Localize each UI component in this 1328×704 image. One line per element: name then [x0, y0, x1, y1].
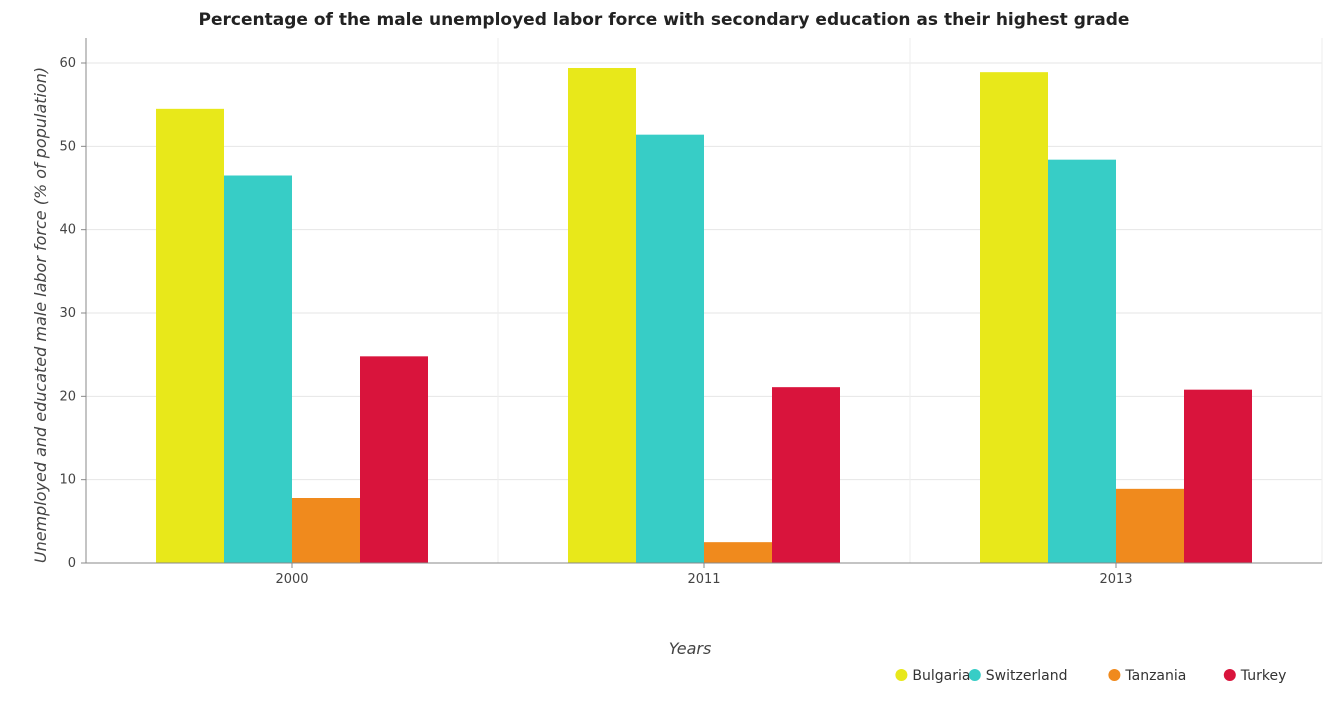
legend-swatch-switzerland — [968, 669, 981, 681]
y-tick-label: 30 — [59, 306, 76, 321]
bar-switzerland-2000 — [224, 175, 292, 563]
legend-swatch-tanzania — [1108, 669, 1121, 681]
legend-label-switzerland: Switzerland — [986, 668, 1068, 684]
y-tick-label: 0 — [68, 556, 76, 571]
bar-bulgaria-2000 — [156, 108, 224, 563]
legend-swatch-bulgaria — [895, 669, 908, 681]
y-tick-label: 40 — [59, 223, 76, 238]
bar-switzerland-2013 — [1048, 159, 1116, 563]
bar-bulgaria-2013 — [980, 72, 1048, 564]
x-tick-label: 2011 — [687, 572, 720, 587]
legend-swatch-turkey — [1223, 669, 1236, 681]
bar-turkey-2013 — [1184, 389, 1252, 563]
y-tick-label: 50 — [59, 139, 76, 154]
y-axis-title: Unemployed and educated male labor force… — [31, 67, 50, 563]
chart-title: Percentage of the male unemployed labor … — [199, 10, 1130, 30]
bar-bulgaria-2011 — [568, 68, 636, 563]
bar-turkey-2000 — [360, 356, 428, 563]
y-tick-label: 10 — [59, 473, 76, 488]
axes: 0 10 20 30 40 50 60 2000 2011 2013 — [59, 38, 1322, 587]
y-tick-label: 20 — [59, 389, 76, 404]
legend: Bulgaria Switzerland Tanzania Turkey — [895, 668, 1286, 684]
bar-switzerland-2011 — [636, 134, 704, 563]
x-tick-label: 2000 — [275, 572, 308, 587]
legend-label-tanzania: Tanzania — [1124, 668, 1186, 684]
bar-tanzania-2011 — [704, 542, 772, 563]
x-tick-label: 2013 — [1099, 572, 1132, 587]
y-tick-label: 60 — [59, 56, 76, 71]
bar-tanzania-2013 — [1116, 488, 1184, 563]
bar-tanzania-2000 — [292, 498, 360, 563]
x-axis-title: Years — [669, 639, 712, 658]
bar-turkey-2011 — [772, 387, 840, 563]
legend-label-turkey: Turkey — [1240, 668, 1287, 684]
legend-label-bulgaria: Bulgaria — [912, 668, 970, 684]
bars — [156, 68, 1252, 564]
